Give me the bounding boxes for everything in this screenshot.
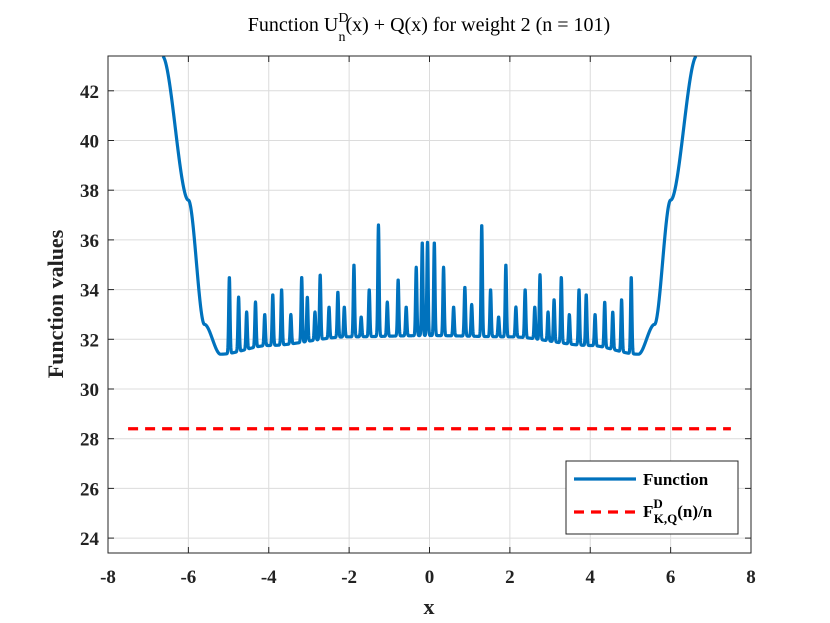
y-tick-label: 40 bbox=[80, 131, 99, 152]
y-axis-label: Function values bbox=[43, 229, 68, 378]
x-tick-label: 4 bbox=[586, 567, 596, 588]
y-tick-label: 32 bbox=[80, 330, 99, 351]
y-tick-label: 36 bbox=[80, 231, 99, 252]
x-axis-ticks: -8 -6 -4 -2 0 2 4 6 8 bbox=[100, 56, 756, 588]
legend: Function FD K,Q(n)/n bbox=[565, 460, 739, 535]
y-tick-label: 28 bbox=[80, 430, 99, 451]
y-tick-label: 34 bbox=[80, 281, 100, 302]
x-tick-label: -8 bbox=[100, 567, 116, 588]
y-tick-label: 38 bbox=[80, 181, 99, 202]
legend-function-label: Function bbox=[643, 470, 709, 489]
y-axis-ticks: 24 26 28 30 32 34 36 38 40 42 bbox=[80, 82, 751, 550]
x-tick-label: 8 bbox=[746, 567, 756, 588]
x-tick-label: -4 bbox=[261, 567, 277, 588]
y-tick-label: 24 bbox=[80, 529, 100, 550]
x-axis-label: x bbox=[424, 594, 435, 619]
x-tick-label: -6 bbox=[180, 567, 196, 588]
y-tick-label: 30 bbox=[80, 380, 99, 401]
y-tick-label: 42 bbox=[80, 82, 99, 103]
x-tick-label: -2 bbox=[341, 567, 357, 588]
x-tick-label: 6 bbox=[666, 567, 676, 588]
y-tick-label: 26 bbox=[80, 479, 99, 500]
legend-box bbox=[565, 460, 739, 535]
chart-title: Function UD n(x) + Q(x) for weight 2 (n =… bbox=[248, 11, 610, 45]
series-function-line bbox=[160, 56, 699, 356]
x-tick-label: 2 bbox=[505, 567, 515, 588]
x-tick-label: 0 bbox=[425, 567, 435, 588]
legend-bound-label: FD K,Q(n)/n bbox=[643, 496, 713, 526]
